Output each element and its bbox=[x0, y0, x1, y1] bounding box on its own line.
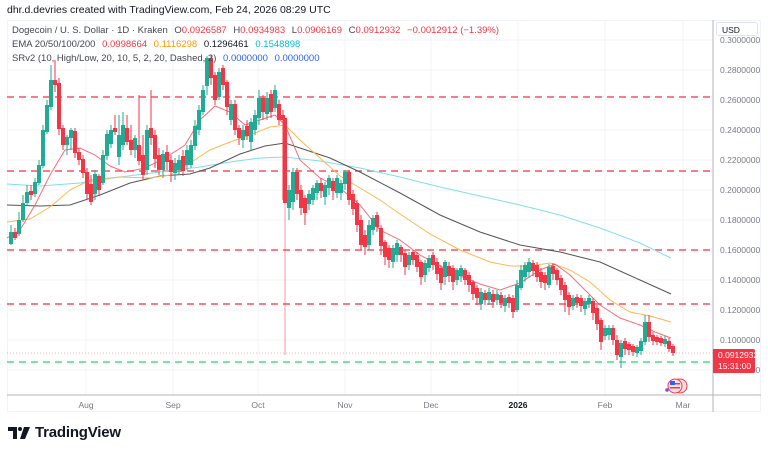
candles bbox=[9, 55, 675, 368]
price-tick: 0.2400000 bbox=[720, 125, 760, 135]
price-tick: 0.2800000 bbox=[720, 65, 760, 75]
price-tick: 0.1800000 bbox=[720, 215, 760, 225]
ema100-value: 0.1296461 bbox=[203, 39, 249, 50]
time-tick: Feb bbox=[598, 400, 613, 410]
chart-legend: Dogecoin / U. S. Dollar · 1D · Kraken O0… bbox=[12, 24, 499, 66]
time-tick-year: 2026 bbox=[509, 400, 528, 410]
chart-panel[interactable] bbox=[7, 20, 761, 412]
resistance-lines bbox=[7, 96, 713, 305]
price-tick: 0.1600000 bbox=[720, 245, 760, 255]
price-tick: 0.1200000 bbox=[720, 305, 760, 315]
ema-row[interactable]: EMA 20/50/100/200 0.0998664 0.1116298 0.… bbox=[12, 38, 499, 52]
us-event-flag-icon[interactable] bbox=[664, 378, 690, 394]
change-value: −0.0012912 (−1.39%) bbox=[407, 25, 499, 36]
ema200-value: 0.1548898 bbox=[255, 39, 301, 50]
symbol-title: Dogecoin / U. S. Dollar · 1D · Kraken bbox=[12, 25, 168, 36]
srv2-label: SRv2 (10, High/Low, 20, 10, 5, 2, 20, Da… bbox=[12, 53, 217, 64]
bar-countdown: 15:31:00 bbox=[718, 361, 752, 371]
high-label: H bbox=[233, 25, 241, 36]
price-tick: 0.2600000 bbox=[720, 95, 760, 105]
time-tick: Sep bbox=[165, 400, 180, 410]
price-tick: 0.1000000 bbox=[720, 335, 760, 345]
price-tick: 0.1400000 bbox=[720, 275, 760, 285]
srv2-value-a: 0.0000000 bbox=[223, 53, 268, 64]
tradingview-logo-text: TradingView bbox=[35, 424, 121, 441]
srv2-row[interactable]: SRv2 (10, High/Low, 20, 10, 5, 2, 20, Da… bbox=[12, 52, 499, 66]
low-label: L bbox=[291, 25, 298, 36]
symbol-row[interactable]: Dogecoin / U. S. Dollar · 1D · Kraken O0… bbox=[12, 24, 499, 38]
price-tick: 0.2200000 bbox=[720, 155, 760, 165]
grid bbox=[7, 22, 713, 395]
time-tick: Oct bbox=[251, 400, 265, 410]
time-tick: Dec bbox=[423, 400, 439, 410]
close-value: 0.0912932 bbox=[355, 25, 401, 36]
time-tick: Aug bbox=[78, 400, 93, 410]
low-value: 0.0906169 bbox=[297, 25, 343, 36]
chart-credit: dhr.d.devries created with TradingView.c… bbox=[7, 4, 331, 16]
currency-button[interactable]: USD bbox=[716, 22, 758, 36]
ema-label: EMA 20/50/100/200 bbox=[12, 39, 96, 50]
srv2-value-b: 0.0000000 bbox=[274, 53, 320, 64]
price-tick: 0.3000000 bbox=[720, 35, 760, 45]
last-price-label: 0.0912932 15:31:00 bbox=[713, 349, 759, 373]
ema20-value: 0.0998664 bbox=[102, 39, 148, 50]
ema50-value: 0.1116298 bbox=[153, 39, 198, 50]
time-tick: Mar bbox=[676, 400, 691, 410]
price-tick: 0.2000000 bbox=[720, 185, 760, 195]
tradingview-logo[interactable]: TradingView bbox=[8, 424, 121, 441]
close-label: C bbox=[348, 25, 356, 36]
time-tick: Nov bbox=[337, 400, 353, 410]
ema50-line bbox=[6, 124, 672, 323]
ema100-line bbox=[6, 142, 672, 295]
open-label: O bbox=[174, 25, 182, 36]
time-axis: Aug Sep Oct Nov Dec 2026 Feb Mar bbox=[78, 400, 690, 410]
ema200-line bbox=[6, 156, 672, 259]
high-value: 0.0934983 bbox=[240, 25, 286, 36]
tradingview-logo-icon bbox=[8, 426, 30, 439]
last-price-value: 0.0912932 bbox=[718, 350, 759, 360]
open-value: 0.0926587 bbox=[181, 25, 227, 36]
price-axis: 0.3000000 0.2800000 0.2600000 0.2400000 … bbox=[720, 35, 760, 375]
